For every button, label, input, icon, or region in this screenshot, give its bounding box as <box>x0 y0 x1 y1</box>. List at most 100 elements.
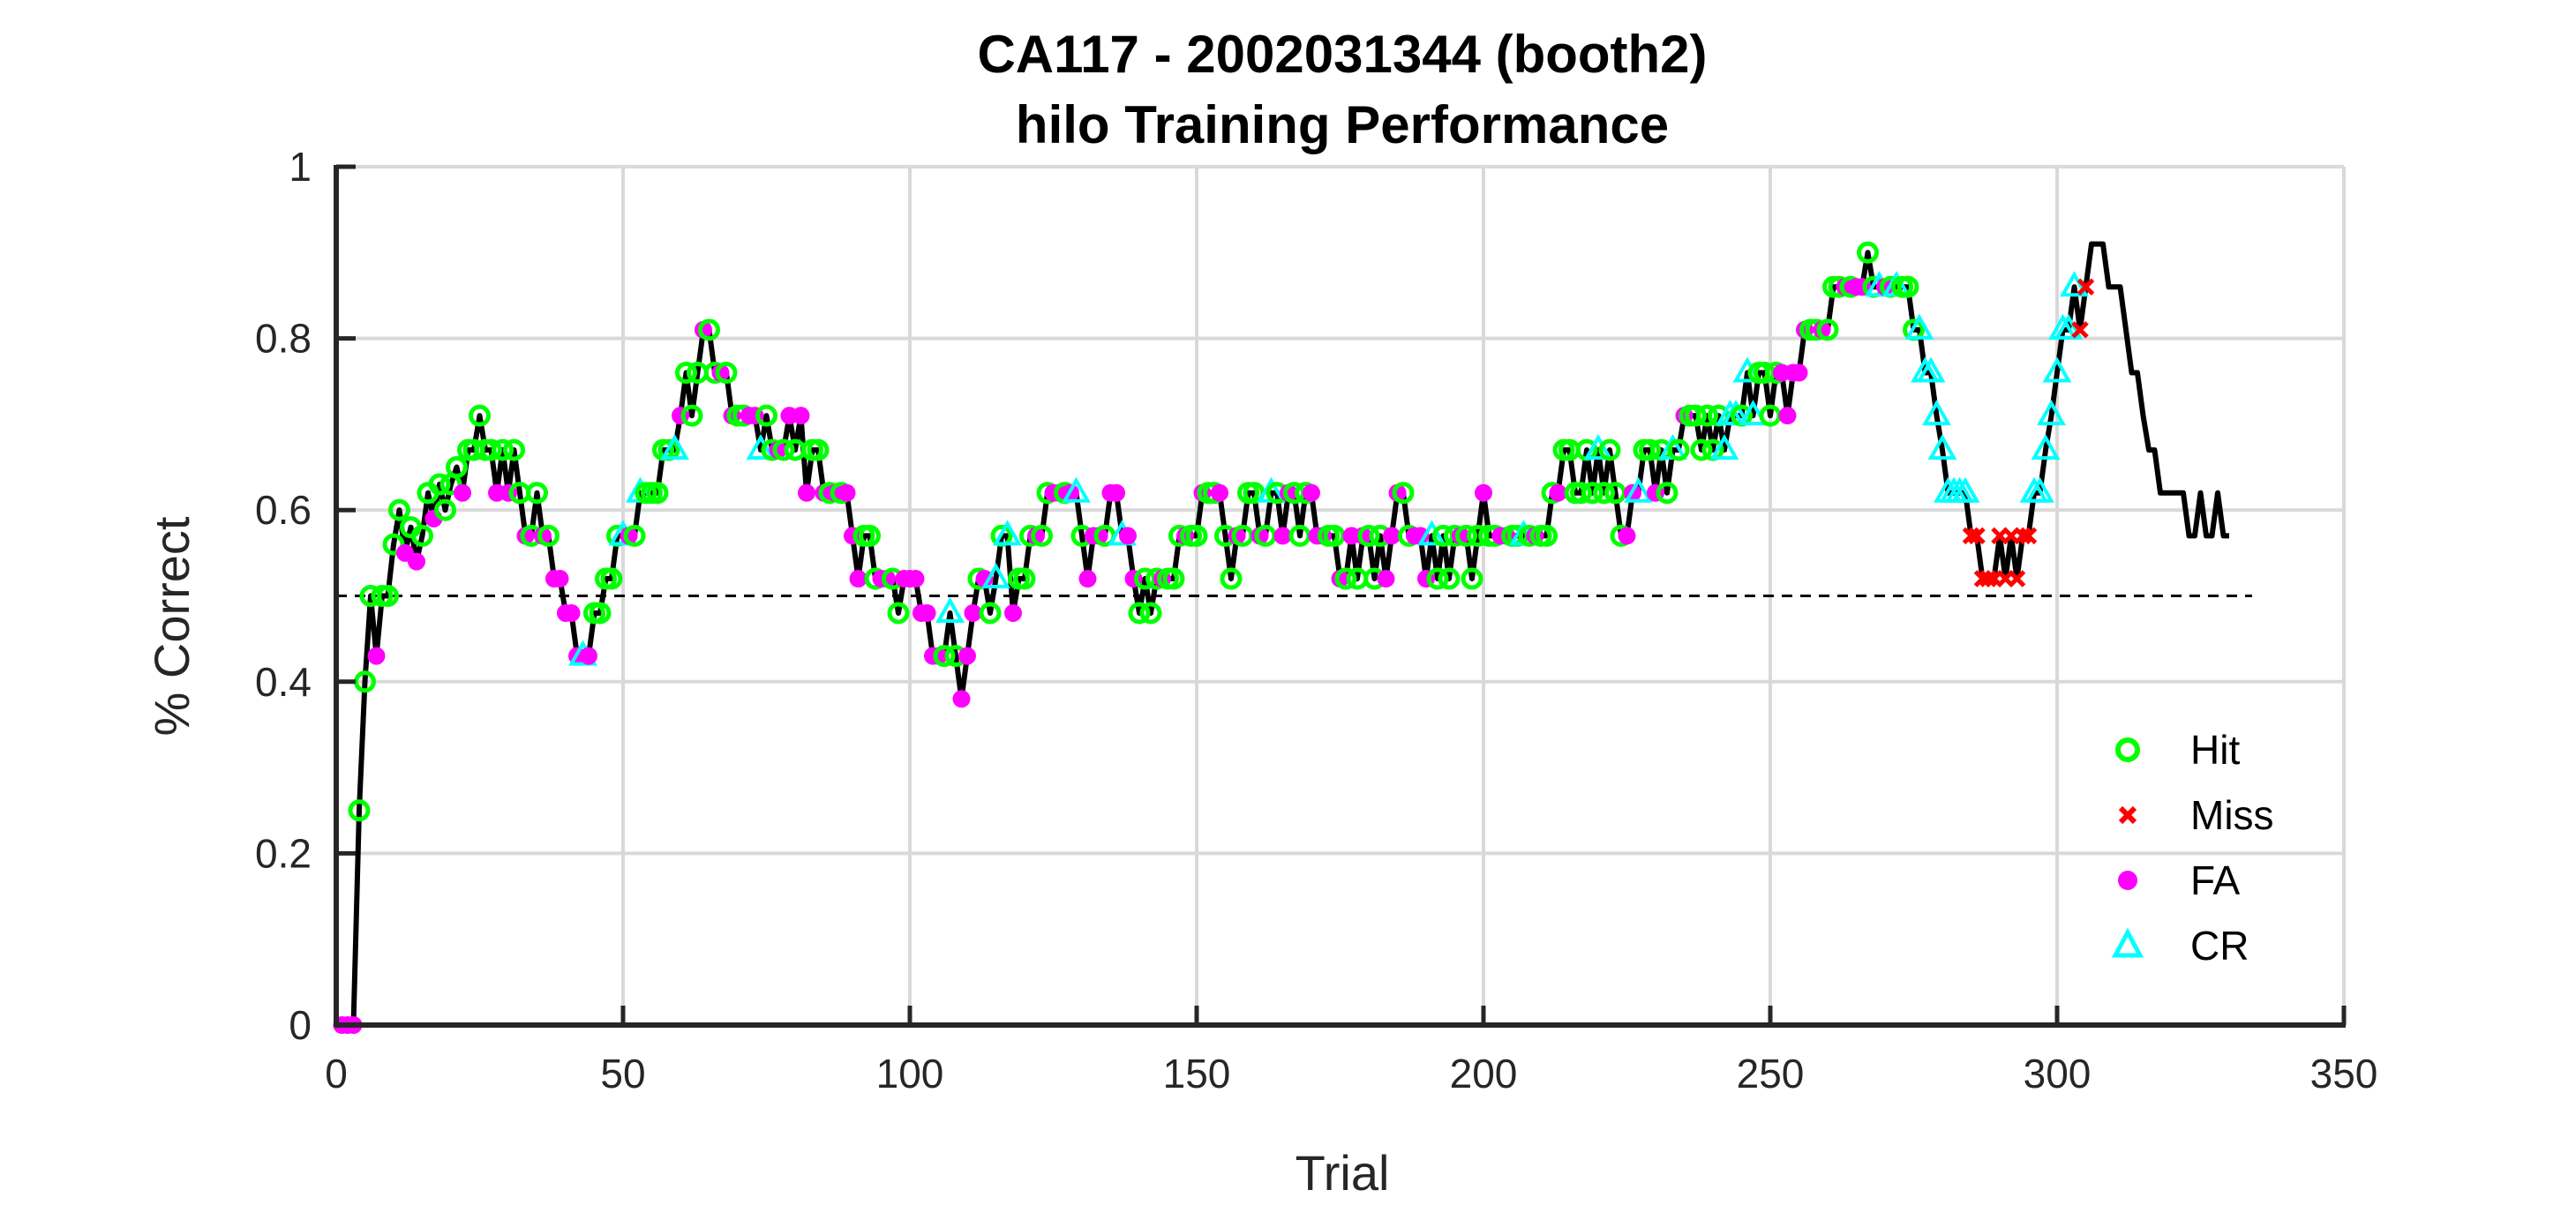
fa-marker <box>1228 527 1246 545</box>
fa-marker <box>534 527 552 545</box>
legend-label-hit: Hit <box>2190 727 2240 773</box>
miss-marker <box>2077 278 2095 296</box>
fa-marker <box>1475 483 1492 502</box>
fa-marker <box>367 647 386 665</box>
hit-marker <box>1013 567 1036 590</box>
fa-marker <box>562 603 581 622</box>
legend-item-miss: Miss <box>2118 792 2274 838</box>
cr-marker <box>660 434 689 460</box>
x-axis-label: Trial <box>1296 1145 1390 1201</box>
legend-item-hit: Hit <box>2115 727 2240 773</box>
fa-marker <box>1078 570 1097 588</box>
fa-marker <box>958 647 976 665</box>
cr-marker <box>1927 434 1957 460</box>
fa-marker <box>454 483 471 502</box>
hit-marker <box>1455 524 1477 547</box>
cr-marker <box>2042 356 2072 383</box>
fa-marker <box>711 363 730 382</box>
hit-marker <box>1598 438 1621 461</box>
fa-marker <box>1618 527 1636 545</box>
hit-marker <box>428 473 451 496</box>
fa-marker <box>1411 527 1430 545</box>
x-tick-label: 50 <box>600 1051 645 1096</box>
fa-marker <box>695 320 712 339</box>
cr-marker <box>1709 434 1739 460</box>
fa-marker <box>1280 483 1297 502</box>
plot-area: 0 50 100 150 200 250 300 350 0 0.2 0.4 0.6 0.8 1 <box>255 144 2377 1096</box>
fa-marker <box>516 527 535 545</box>
fa-marker <box>1813 320 1831 339</box>
fa-marker <box>1004 603 1022 622</box>
miss-marker <box>2019 527 2038 545</box>
legend-label-fa: FA <box>2190 857 2241 903</box>
fa-marker <box>769 441 787 460</box>
fa-marker <box>878 570 896 588</box>
fa-marker <box>849 570 867 588</box>
cr-marker <box>1062 476 1091 503</box>
fa-marker <box>1549 483 1567 502</box>
hit-marker <box>1185 524 1208 547</box>
miss-marker <box>2014 527 2032 545</box>
hit-marker <box>680 404 703 427</box>
cr-marker <box>935 596 965 623</box>
fa-marker <box>952 690 971 708</box>
hit-marker <box>807 438 830 461</box>
cr-marker <box>1739 400 1768 426</box>
cr-marker <box>1732 356 1762 383</box>
y-tick-label: 0.8 <box>255 316 312 362</box>
fa-marker <box>1377 570 1395 588</box>
fa-marker <box>1354 527 1372 545</box>
legend-label-cr: CR <box>2190 923 2249 969</box>
fa-marker <box>620 527 638 545</box>
hit-marker <box>1536 524 1558 547</box>
cr-marker <box>1583 434 1613 460</box>
hit-marker <box>623 524 646 547</box>
hit-marker <box>1816 318 1839 341</box>
x-tick-label: 100 <box>876 1051 944 1096</box>
hit-marker <box>1667 438 1690 461</box>
miss-marker <box>2008 570 2026 588</box>
cr-marker <box>1922 400 1951 426</box>
hit-marker <box>772 438 795 461</box>
miss-marker <box>1968 527 1986 545</box>
fa-marker <box>1119 527 1137 545</box>
fa-marker <box>1027 527 1045 545</box>
hit-marker <box>1031 524 1053 547</box>
fa-marker <box>1383 527 1401 545</box>
hit-marker <box>1334 567 1357 590</box>
hit-marker <box>675 362 697 385</box>
x-tick-label: 200 <box>1450 1051 1518 1096</box>
hit-marker <box>469 404 491 427</box>
hit-marker <box>411 524 433 547</box>
cr-marker <box>2025 476 2054 503</box>
hit-marker <box>434 498 456 521</box>
hit-marker <box>589 602 612 625</box>
hit-marker <box>715 362 738 385</box>
fa-marker <box>792 407 810 425</box>
hit-marker <box>382 533 405 556</box>
hit-marker <box>446 456 468 479</box>
fa-marker <box>1250 527 1269 545</box>
hit-marker <box>1392 482 1415 505</box>
fa-marker <box>1211 483 1228 502</box>
fa-marker <box>1790 363 1808 382</box>
fa-marker <box>798 483 815 502</box>
hit-marker <box>859 524 881 547</box>
axes <box>334 164 2347 1028</box>
hit-marker <box>1162 567 1185 590</box>
cr-marker <box>993 520 1022 546</box>
hit-marker <box>526 482 548 505</box>
y-tick-label: 0 <box>289 1002 312 1048</box>
hit-marker <box>1593 482 1615 505</box>
x-tick-label: 0 <box>325 1051 348 1096</box>
hit-marker <box>933 645 956 668</box>
fa-marker <box>1388 483 1407 502</box>
hit-marker <box>354 670 376 693</box>
cr-marker <box>1624 476 1653 503</box>
trial-markers <box>333 241 2095 1034</box>
x-tick-label: 300 <box>2024 1051 2092 1096</box>
x-tick-label: 250 <box>1737 1051 1805 1096</box>
hit-marker <box>646 482 669 505</box>
legend-item-fa: FA <box>2118 857 2241 903</box>
hit-marker <box>1690 438 1713 461</box>
